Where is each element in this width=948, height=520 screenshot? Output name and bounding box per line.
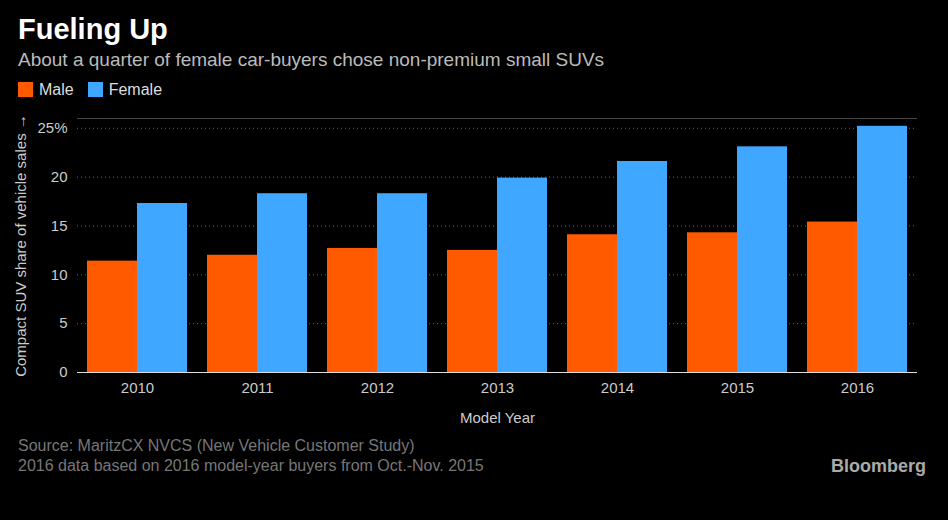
svg-text:Compact SUV share of vehicle s: Compact SUV share of vehicle sales → bbox=[12, 114, 29, 377]
html-text:Fueling Up: Fueling Up bbox=[18, 13, 168, 45]
html-text:2016 data based on 2016 model-: 2016 data based on 2016 model-year buyer… bbox=[18, 457, 484, 474]
html-text:Female: Female bbox=[108, 81, 162, 98]
html-text:About a quarter of female car-: About a quarter of female car-buyers cho… bbox=[18, 49, 605, 70]
svg-text:2014: 2014 bbox=[601, 379, 634, 396]
svg-text:2010: 2010 bbox=[121, 379, 154, 396]
svg-text:5: 5 bbox=[59, 314, 67, 331]
svg-text:10: 10 bbox=[51, 266, 68, 283]
svg-text:20: 20 bbox=[51, 168, 68, 185]
svg-text:2016: 2016 bbox=[841, 379, 874, 396]
svg-text:0: 0 bbox=[59, 363, 67, 380]
svg-text:15: 15 bbox=[51, 217, 68, 234]
svg-text:2012: 2012 bbox=[361, 379, 394, 396]
html-text:Bloomberg: Bloomberg bbox=[831, 456, 926, 476]
svg-text:25%: 25% bbox=[37, 119, 67, 136]
html-text:Source: MaritzCX NVCS (New Veh: Source: MaritzCX NVCS (New Vehicle Custo… bbox=[18, 437, 415, 454]
svg-text:2015: 2015 bbox=[721, 379, 754, 396]
svg-text:2013: 2013 bbox=[481, 379, 514, 396]
svg-text:Model Year: Model Year bbox=[460, 409, 535, 426]
html-text:Male: Male bbox=[39, 81, 74, 98]
svg-text:2011: 2011 bbox=[241, 379, 273, 396]
